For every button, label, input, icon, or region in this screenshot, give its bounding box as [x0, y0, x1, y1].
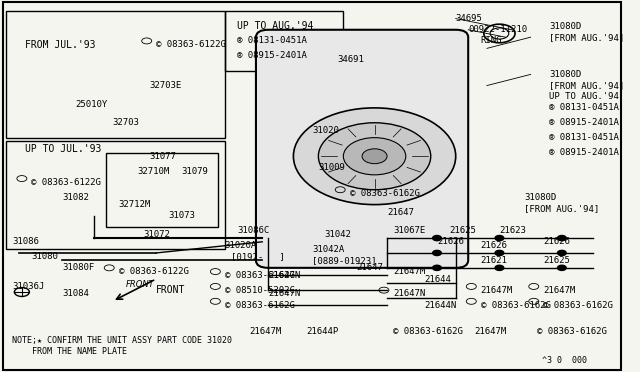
Text: 31073: 31073 [168, 211, 195, 220]
Text: [0192-   ]: [0192- ] [231, 252, 285, 261]
Text: ® 08915-2401A: ® 08915-2401A [549, 148, 620, 157]
Text: UP TO JUL.'93: UP TO JUL.'93 [25, 144, 101, 154]
FancyBboxPatch shape [256, 30, 468, 268]
Text: 21647N: 21647N [268, 289, 301, 298]
Text: [FROM AUG.'94]: [FROM AUG.'94] [524, 204, 600, 213]
Bar [6, 141, 225, 249]
Text: 21621: 21621 [481, 256, 508, 265]
Circle shape [293, 108, 456, 205]
Text: © 08363-6162G: © 08363-6162G [481, 301, 550, 310]
Text: 21647M: 21647M [474, 327, 507, 336]
Circle shape [362, 149, 387, 164]
Text: 31086: 31086 [13, 237, 40, 246]
Text: UP TO AUG.'94: UP TO AUG.'94 [549, 92, 620, 101]
Text: 31080F: 31080F [63, 263, 95, 272]
Text: 21647: 21647 [356, 263, 383, 272]
Circle shape [495, 235, 504, 241]
Text: 32712M: 32712M [118, 200, 151, 209]
Text: FRONT: FRONT [156, 285, 186, 295]
Text: 31079: 31079 [181, 167, 208, 176]
Text: © 08363-6162G: © 08363-6162G [537, 327, 607, 336]
Circle shape [557, 250, 566, 256]
Text: 21626: 21626 [543, 237, 570, 246]
Circle shape [433, 265, 442, 270]
Circle shape [318, 123, 431, 190]
Text: 31067E: 31067E [394, 226, 426, 235]
Text: 21623: 21623 [499, 226, 526, 235]
Text: 21626: 21626 [481, 241, 508, 250]
Text: 34691: 34691 [337, 55, 364, 64]
Text: 32703: 32703 [113, 118, 140, 127]
Text: © 08510-5202C: © 08510-5202C [225, 286, 294, 295]
Text: 31080: 31080 [31, 252, 58, 261]
Text: 31072: 31072 [143, 230, 170, 239]
Text: [FROM AUG.'94]: [FROM AUG.'94] [549, 81, 625, 90]
Circle shape [557, 235, 566, 241]
Text: © 08363-6162G: © 08363-6162G [225, 301, 294, 310]
Text: 32710M: 32710M [138, 167, 170, 176]
Text: 21625: 21625 [449, 226, 476, 235]
Text: © 08363-6162G: © 08363-6162G [543, 301, 613, 310]
Text: 21647: 21647 [387, 208, 414, 217]
Text: © 08363-6162G: © 08363-6162G [349, 189, 419, 198]
Text: NOTE;★ CONFIRM THE UNIT ASSY PART CODE 31020
    FROM THE NAME PLATE: NOTE;★ CONFIRM THE UNIT ASSY PART CODE 3… [13, 336, 232, 356]
Circle shape [495, 250, 504, 256]
Text: [0889-01923]: [0889-01923] [312, 256, 376, 265]
Text: 31080D: 31080D [549, 70, 582, 79]
Bar [225, 11, 343, 71]
Text: 21647M: 21647M [481, 286, 513, 295]
Text: 31084: 31084 [63, 289, 90, 298]
Text: ® 08131-0451A: ® 08131-0451A [549, 133, 620, 142]
Text: 32703E: 32703E [150, 81, 182, 90]
Text: 31036J: 31036J [13, 282, 45, 291]
Text: 25010Y: 25010Y [75, 100, 107, 109]
Text: ^3 0  000: ^3 0 000 [542, 356, 587, 365]
Text: 31020A: 31020A [225, 241, 257, 250]
Text: 21647M: 21647M [394, 267, 426, 276]
Text: © 08363-6162G: © 08363-6162G [394, 327, 463, 336]
Bar [6, 11, 225, 138]
Text: © 08363-6122G: © 08363-6122G [156, 40, 226, 49]
Text: 21647N: 21647N [394, 289, 426, 298]
Text: 31080D: 31080D [524, 193, 557, 202]
Circle shape [433, 235, 442, 241]
Circle shape [343, 138, 406, 175]
Text: ® 08915-2401A: ® 08915-2401A [237, 51, 307, 60]
Text: 31042: 31042 [324, 230, 351, 239]
Text: 00922-11210: 00922-11210 [468, 25, 527, 34]
Text: 21647M: 21647M [250, 327, 282, 336]
Text: 21625: 21625 [543, 256, 570, 265]
Text: ® 08131-0451A: ® 08131-0451A [237, 36, 307, 45]
Text: ® 08131-0451A: ® 08131-0451A [549, 103, 620, 112]
Text: ® 08915-2401A: ® 08915-2401A [549, 118, 620, 127]
Text: RING: RING [481, 36, 502, 45]
Circle shape [433, 250, 442, 256]
Text: 21647N: 21647N [268, 271, 301, 280]
Text: 31080D: 31080D [549, 22, 582, 31]
Text: 21626: 21626 [437, 237, 464, 246]
Circle shape [495, 265, 504, 270]
Text: 31042A: 31042A [312, 245, 344, 254]
Bar [106, 153, 218, 227]
Text: 21644P: 21644P [306, 327, 338, 336]
Text: © 08363-6162G: © 08363-6162G [225, 271, 294, 280]
Text: 31086C: 31086C [237, 226, 269, 235]
Text: 31077: 31077 [150, 152, 177, 161]
Text: 21644: 21644 [424, 275, 451, 283]
Text: 31020: 31020 [312, 126, 339, 135]
Text: © 08363-6122G: © 08363-6122G [118, 267, 189, 276]
Text: UP TO AUG.'94: UP TO AUG.'94 [237, 21, 314, 31]
Text: 34695: 34695 [456, 14, 483, 23]
Text: FRONT: FRONT [126, 280, 155, 289]
Text: [FROM AUG.'94]: [FROM AUG.'94] [549, 33, 625, 42]
Text: 21647M: 21647M [543, 286, 575, 295]
Circle shape [557, 265, 566, 270]
Text: FROM JUL.'93: FROM JUL.'93 [25, 40, 95, 49]
Text: © 08363-6122G: © 08363-6122G [31, 178, 101, 187]
Text: 31009: 31009 [318, 163, 345, 172]
Text: 21644N: 21644N [424, 301, 457, 310]
Text: 31082: 31082 [63, 193, 90, 202]
